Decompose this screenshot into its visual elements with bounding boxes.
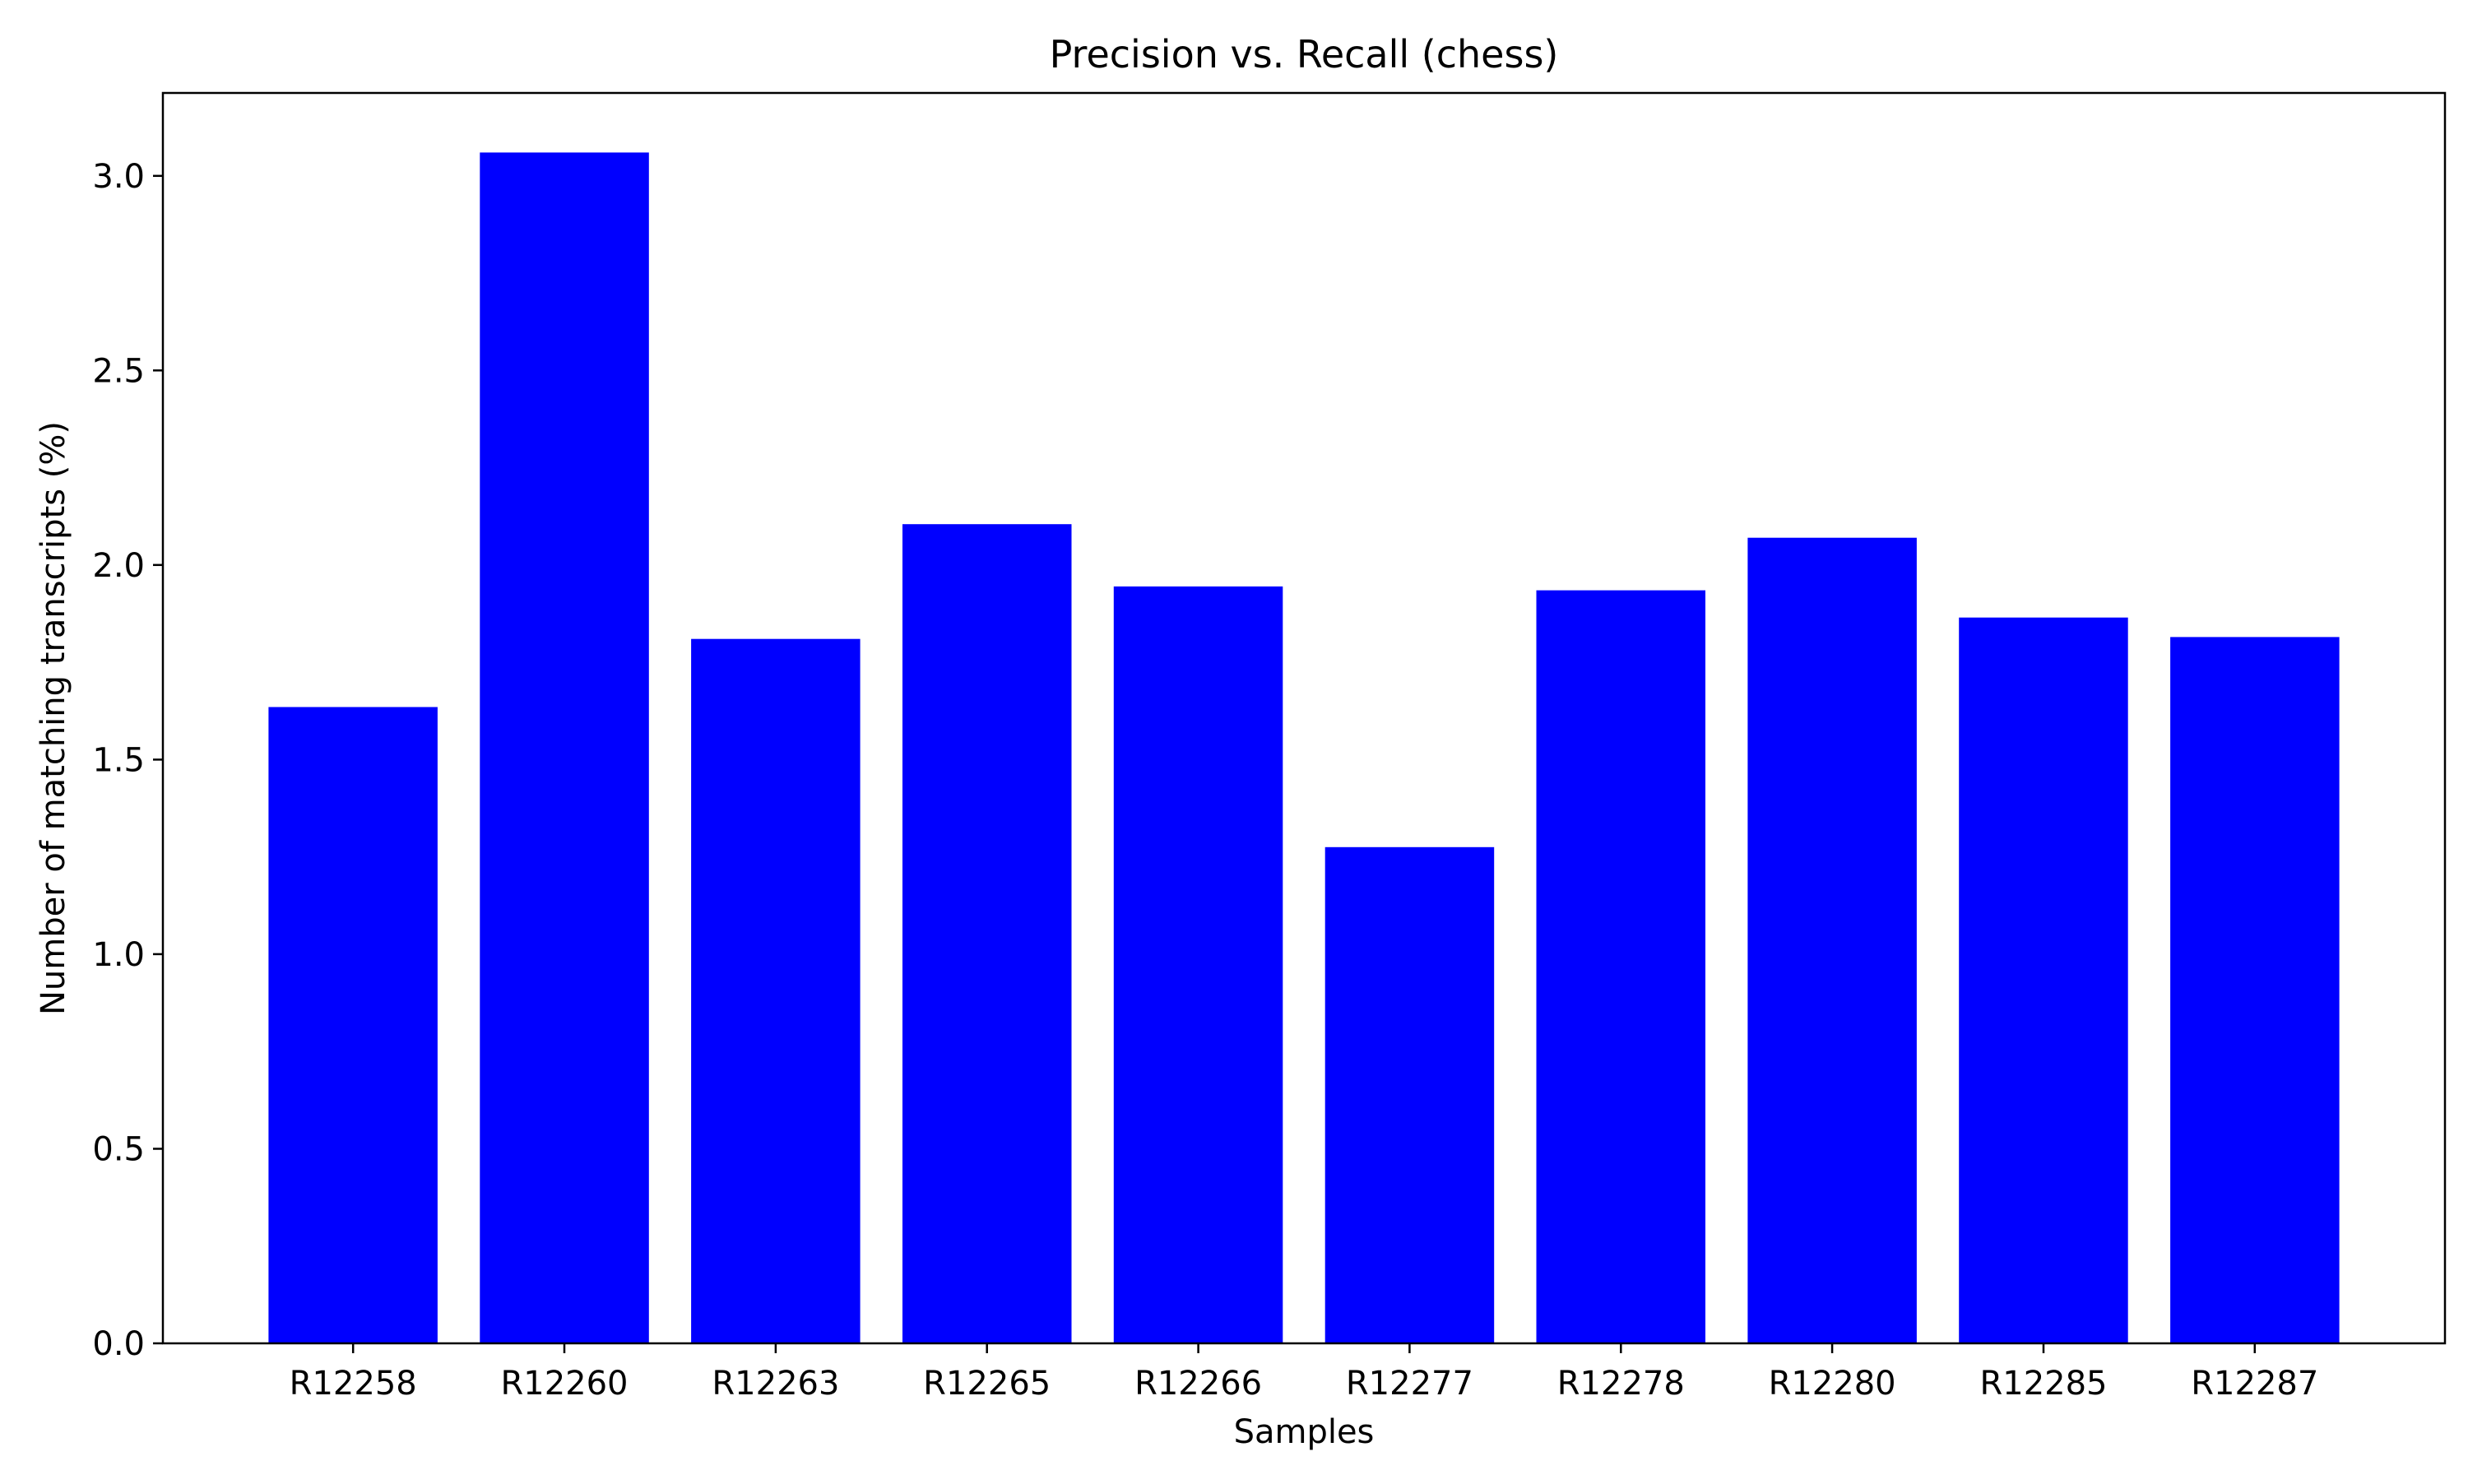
y-tick-label: 0.0 — [92, 1325, 145, 1363]
plot-frame — [161, 91, 2447, 1345]
bar-R12285 — [1959, 617, 2128, 1343]
x-tick-label: R12263 — [712, 1365, 839, 1403]
x-tick-label: R12260 — [500, 1365, 628, 1403]
x-tick-label: R12280 — [1769, 1365, 1896, 1403]
bars-layer — [268, 152, 2340, 1343]
y-tick-label: 0.5 — [92, 1131, 145, 1169]
bar-R12277 — [1324, 846, 1495, 1343]
y-axis: 0.0 0.5 1.0 1.5 2.0 2.5 3.0 — [92, 158, 163, 1363]
bar-R12278 — [1536, 590, 1705, 1343]
y-tick-label: 1.0 — [92, 936, 145, 974]
bar-R12260 — [480, 152, 649, 1343]
x-tick-label: R12265 — [923, 1365, 1051, 1403]
x-tick-label: R12258 — [290, 1365, 417, 1403]
y-tick-label: 3.0 — [92, 158, 145, 196]
y-tick-label: 2.0 — [92, 547, 145, 585]
y-axis-label: Number of matching transcripts (%) — [35, 421, 72, 1015]
chart-title: Precision vs. Recall (chess) — [1050, 32, 1559, 77]
x-axis-label: Samples — [1234, 1413, 1375, 1451]
bar-R12265 — [902, 524, 1072, 1343]
x-tick-label: R12266 — [1134, 1365, 1262, 1403]
x-tick-label: R12285 — [1979, 1365, 2107, 1403]
x-tick-label: R12277 — [1346, 1365, 1473, 1403]
y-tick-label: 1.5 — [92, 741, 145, 779]
bar-R12287 — [2170, 637, 2340, 1343]
y-tick-label: 2.5 — [92, 352, 145, 390]
bar-R12258 — [268, 707, 438, 1343]
bar-R12263 — [691, 638, 861, 1343]
bar-R12280 — [1747, 537, 1917, 1343]
x-tick-label: R12287 — [2191, 1365, 2318, 1403]
x-tick-label: R12278 — [1557, 1365, 1685, 1403]
x-axis: R12258 R12260 R12263 R12265 R12266 R12277 R122… — [290, 1343, 2318, 1403]
bar-R12266 — [1113, 586, 1283, 1343]
